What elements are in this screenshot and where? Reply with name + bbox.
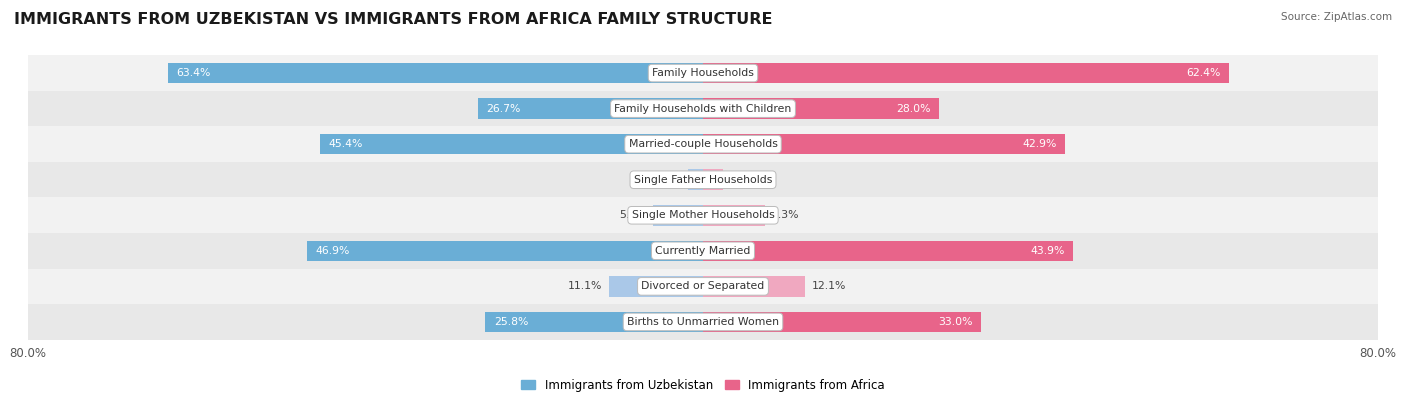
Text: Divorced or Separated: Divorced or Separated (641, 281, 765, 292)
Bar (28, 55, 1378, 91)
Bar (28, 162, 1378, 198)
Text: 63.4%: 63.4% (177, 68, 211, 78)
Bar (703, 241, 1073, 261)
Bar (703, 63, 1229, 83)
Bar (654, 205, 703, 226)
Text: 43.9%: 43.9% (1031, 246, 1064, 256)
Bar (703, 98, 939, 119)
Text: 28.0%: 28.0% (896, 103, 931, 114)
Text: 2.4%: 2.4% (730, 175, 758, 185)
Bar (28, 269, 1378, 304)
Bar (703, 205, 765, 226)
Text: Single Mother Households: Single Mother Households (631, 210, 775, 220)
Text: 1.8%: 1.8% (654, 175, 681, 185)
Legend: Immigrants from Uzbekistan, Immigrants from Africa: Immigrants from Uzbekistan, Immigrants f… (516, 374, 890, 395)
Bar (688, 169, 703, 190)
Text: Single Father Households: Single Father Households (634, 175, 772, 185)
Bar (28, 198, 1378, 233)
Bar (703, 169, 723, 190)
Bar (28, 126, 1378, 162)
Text: Source: ZipAtlas.com: Source: ZipAtlas.com (1281, 12, 1392, 22)
Text: 26.7%: 26.7% (486, 103, 520, 114)
Text: 46.9%: 46.9% (316, 246, 350, 256)
Bar (703, 312, 981, 332)
Bar (169, 63, 703, 83)
Text: Family Households with Children: Family Households with Children (614, 103, 792, 114)
Bar (28, 304, 1378, 340)
Text: 7.3%: 7.3% (772, 210, 799, 220)
Text: Married-couple Households: Married-couple Households (628, 139, 778, 149)
Text: 5.9%: 5.9% (619, 210, 647, 220)
Text: Currently Married: Currently Married (655, 246, 751, 256)
Bar (609, 276, 703, 297)
Text: Births to Unmarried Women: Births to Unmarried Women (627, 317, 779, 327)
Text: 11.1%: 11.1% (568, 281, 603, 292)
Text: 42.9%: 42.9% (1022, 139, 1056, 149)
Bar (703, 276, 806, 297)
Bar (308, 241, 703, 261)
Bar (28, 233, 1378, 269)
Text: 62.4%: 62.4% (1187, 68, 1220, 78)
Bar (478, 98, 703, 119)
Text: 33.0%: 33.0% (938, 317, 973, 327)
Bar (321, 134, 703, 154)
Text: IMMIGRANTS FROM UZBEKISTAN VS IMMIGRANTS FROM AFRICA FAMILY STRUCTURE: IMMIGRANTS FROM UZBEKISTAN VS IMMIGRANTS… (14, 12, 772, 27)
Text: 25.8%: 25.8% (494, 317, 529, 327)
Bar (28, 91, 1378, 126)
Bar (485, 312, 703, 332)
Text: 12.1%: 12.1% (811, 281, 846, 292)
Text: Family Households: Family Households (652, 68, 754, 78)
Bar (703, 134, 1064, 154)
Text: 45.4%: 45.4% (329, 139, 363, 149)
